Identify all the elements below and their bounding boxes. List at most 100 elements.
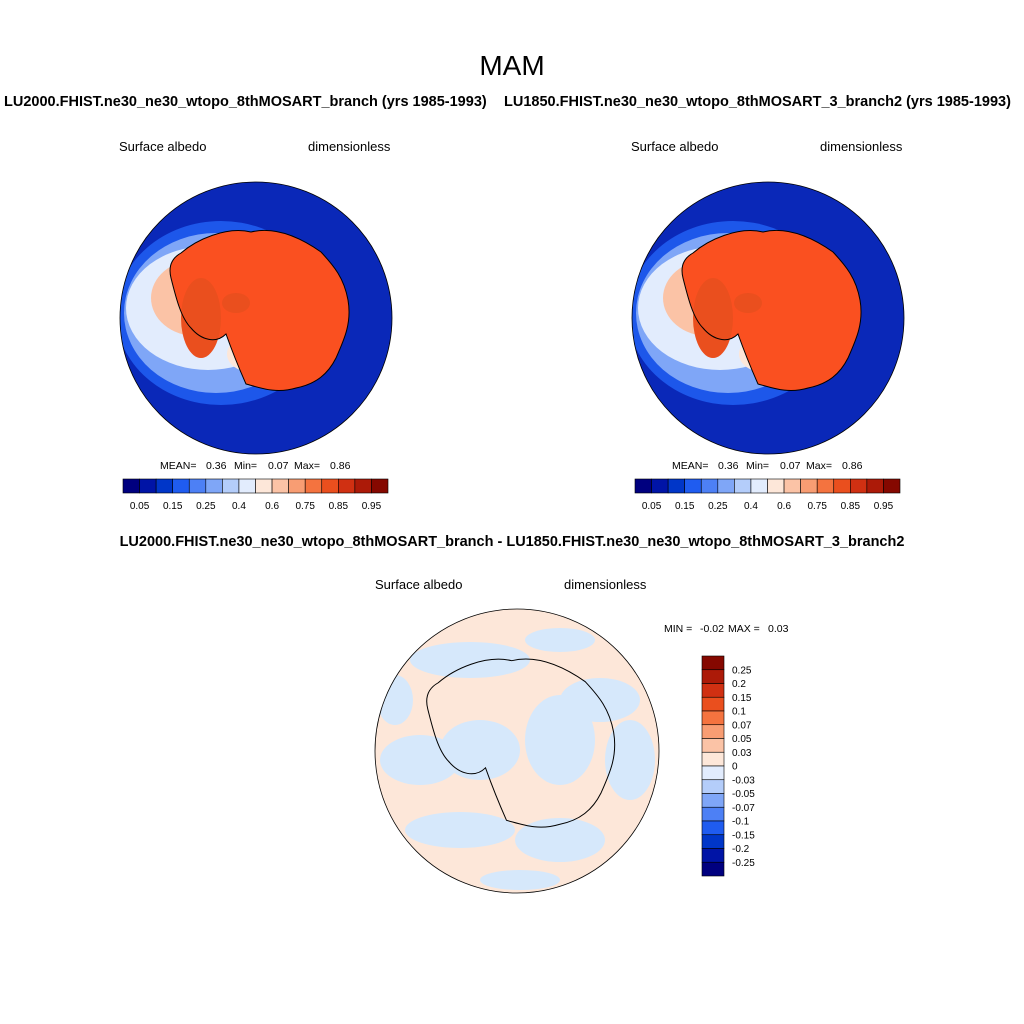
colorbar-segment bbox=[255, 478, 273, 494]
colorbar-segment bbox=[338, 478, 356, 494]
colorbar-tick-label: -0.05 bbox=[732, 789, 755, 800]
difference-map bbox=[374, 608, 660, 894]
difference-colorbar: 0.25 0.2 0.15 0.1 0.07 0.05 0.03 0 -0.03 -0.05 -0.… bbox=[701, 655, 755, 877]
colorbar-segment bbox=[701, 806, 725, 822]
colorbar-segment bbox=[304, 478, 323, 494]
colorbar-segment bbox=[651, 478, 669, 494]
right-mean-value: 0.36 bbox=[718, 460, 739, 472]
colorbar-tick-label: 0.05 bbox=[642, 501, 662, 512]
left-min-label: Min= bbox=[234, 460, 258, 472]
colorbar-tick-label: 0.75 bbox=[807, 501, 827, 512]
difference-max-label: MAX = bbox=[728, 623, 760, 635]
right-min-value: 0.07 bbox=[780, 460, 801, 472]
colorbar-tick-label: 0.85 bbox=[841, 501, 861, 512]
colorbar-segment bbox=[767, 478, 785, 494]
difference-units-label: dimensionless bbox=[564, 577, 647, 592]
colorbar-tick-label: -0.03 bbox=[732, 775, 755, 786]
difference-min-label: MIN = bbox=[664, 623, 693, 635]
colorbar-tick-label: 0.1 bbox=[732, 707, 746, 718]
colorbar-tick-label: -0.1 bbox=[732, 817, 750, 828]
colorbar-segment bbox=[734, 478, 752, 494]
colorbar-segment bbox=[701, 710, 725, 726]
colorbar-tick-label: 0.25 bbox=[708, 501, 728, 512]
albedo-colorbar-right: 0.05 0.15 0.25 0.4 0.6 0.75 0.85 0.95 bbox=[634, 478, 901, 512]
colorbar-segment bbox=[701, 696, 725, 712]
colorbar-tick-label: 0.85 bbox=[329, 501, 349, 512]
colorbar-segment bbox=[783, 478, 801, 494]
albedo-colorbar-left: 0.05 0.15 0.25 0.4 0.6 0.75 0.85 0.95 bbox=[122, 478, 389, 512]
colorbar-segment bbox=[701, 861, 725, 877]
colorbar-tick-label: 0.15 bbox=[675, 501, 695, 512]
colorbar-segment bbox=[701, 683, 725, 698]
left-max-label: Max= bbox=[294, 460, 320, 472]
colorbar-tick-label: -0.07 bbox=[732, 803, 755, 814]
colorbar-segment bbox=[883, 478, 901, 494]
colorbar-tick-label: 0.25 bbox=[196, 501, 216, 512]
colorbar-tick-label: 0.4 bbox=[744, 501, 758, 512]
colorbar-tick-label: 0.6 bbox=[265, 501, 279, 512]
colorbar-segment bbox=[139, 478, 157, 494]
right-max-value: 0.86 bbox=[842, 460, 863, 472]
colorbar-tick-label: 0.05 bbox=[732, 734, 752, 745]
colorbar-tick-label: 0 bbox=[732, 762, 738, 773]
colorbar-segment bbox=[701, 738, 725, 753]
right-min-label: Min= bbox=[746, 460, 770, 472]
colorbar-segment bbox=[155, 478, 173, 494]
left-max-value: 0.86 bbox=[330, 460, 351, 472]
colorbar-segment bbox=[188, 478, 207, 494]
colorbar-segment bbox=[271, 478, 289, 494]
colorbar-segment bbox=[701, 834, 725, 849]
colorbar-segment bbox=[122, 478, 140, 494]
colorbar-segment bbox=[684, 478, 702, 494]
colorbar-segment bbox=[634, 478, 652, 494]
colorbar-segment bbox=[701, 724, 725, 739]
right-max-label: Max= bbox=[806, 460, 832, 472]
colorbar-segment bbox=[667, 478, 685, 494]
difference-title: LU2000.FHIST.ne30_ne30_wtopo_8thMOSART_b… bbox=[119, 534, 905, 550]
colorbar-segment bbox=[701, 793, 725, 808]
colorbar-tick-label: 0.6 bbox=[777, 501, 791, 512]
right-mean-label: MEAN= bbox=[672, 460, 709, 472]
colorbar-tick-label: 0.05 bbox=[130, 501, 150, 512]
left-min-value: 0.07 bbox=[268, 460, 289, 472]
colorbar-tick-label: 0.15 bbox=[732, 693, 752, 704]
left-map bbox=[119, 181, 393, 455]
colorbar-segment bbox=[866, 478, 884, 494]
left-mean-label: MEAN= bbox=[160, 460, 197, 472]
colorbar-segment bbox=[701, 848, 725, 863]
colorbar-segment bbox=[701, 765, 725, 781]
right-map bbox=[631, 181, 905, 455]
colorbar-tick-label: 0.07 bbox=[732, 720, 752, 731]
colorbar-tick-label: 0.95 bbox=[874, 501, 894, 512]
colorbar-segment bbox=[354, 478, 372, 494]
colorbar-segment bbox=[701, 779, 725, 794]
colorbar-tick-label: 0.75 bbox=[295, 501, 315, 512]
left-variable-label: Surface albedo bbox=[119, 139, 207, 154]
colorbar-tick-label: 0.15 bbox=[163, 501, 183, 512]
colorbar-tick-label: -0.15 bbox=[732, 830, 755, 841]
colorbar-segment bbox=[238, 478, 256, 494]
colorbar-segment bbox=[321, 478, 339, 494]
colorbar-segment bbox=[850, 478, 868, 494]
colorbar-segment bbox=[800, 478, 818, 494]
colorbar-segment bbox=[172, 478, 190, 494]
colorbar-segment bbox=[222, 478, 240, 494]
right-units-label: dimensionless bbox=[820, 139, 903, 154]
difference-variable-label: Surface albedo bbox=[375, 577, 463, 592]
difference-min-value: -0.02 bbox=[700, 623, 724, 635]
colorbar-segment bbox=[701, 669, 725, 684]
colorbar-segment bbox=[205, 478, 223, 494]
colorbar-segment bbox=[717, 478, 735, 494]
difference-max-value: 0.03 bbox=[768, 623, 789, 635]
colorbar-segment bbox=[701, 820, 725, 836]
colorbar-segment bbox=[701, 751, 725, 767]
colorbar-tick-label: -0.25 bbox=[732, 858, 755, 869]
figure-title: MAM bbox=[479, 50, 545, 81]
right-variable-label: Surface albedo bbox=[631, 139, 719, 154]
colorbar-segment bbox=[816, 478, 835, 494]
left-mean-value: 0.36 bbox=[206, 460, 227, 472]
colorbar-tick-label: 0.4 bbox=[232, 501, 246, 512]
colorbar-segment bbox=[288, 478, 306, 494]
left-units-label: dimensionless bbox=[308, 139, 391, 154]
